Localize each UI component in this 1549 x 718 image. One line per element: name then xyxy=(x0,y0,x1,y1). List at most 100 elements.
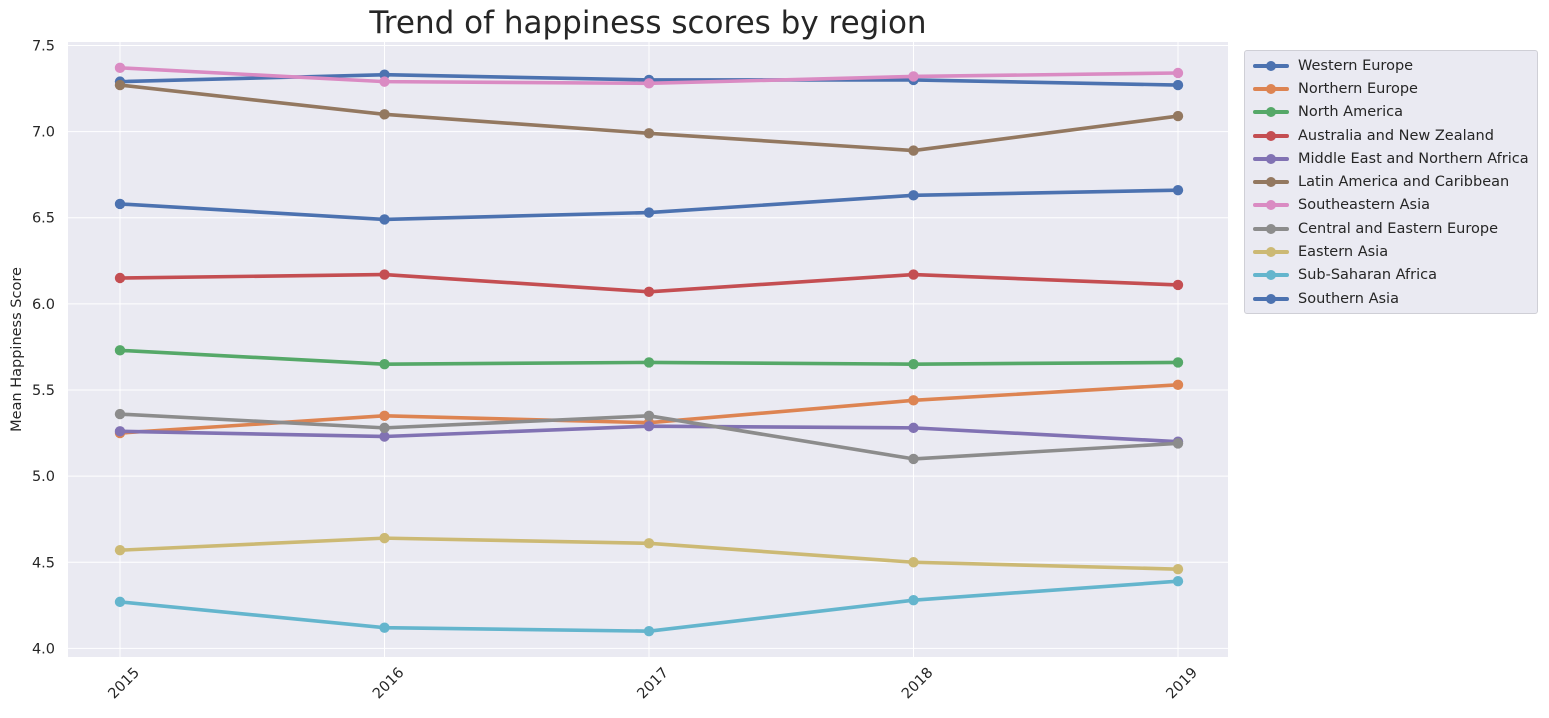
x-tick-label: 2016 xyxy=(370,665,407,702)
legend-item: Sub-Saharan Africa xyxy=(1245,264,1537,287)
legend-swatch xyxy=(1251,126,1291,146)
legend-item: Western Europe xyxy=(1245,54,1537,77)
legend-swatch xyxy=(1251,102,1291,122)
data-point xyxy=(643,78,655,89)
data-point xyxy=(1172,67,1184,79)
legend-swatch xyxy=(1251,219,1291,239)
data-point xyxy=(908,557,919,568)
legend-swatch xyxy=(1251,265,1291,285)
x-tick-label: 2018 xyxy=(899,665,936,702)
y-tick-label: 4.0 xyxy=(32,641,55,657)
y-tick-label: 5.0 xyxy=(32,469,55,485)
data-point xyxy=(908,453,919,465)
data-point xyxy=(1172,110,1184,122)
data-point xyxy=(379,76,390,87)
legend-label: Northern Europe xyxy=(1298,80,1418,97)
data-point xyxy=(379,410,390,422)
y-axis-label: Mean Happiness Score xyxy=(9,267,25,432)
legend-swatch xyxy=(1251,172,1291,192)
legend-swatch xyxy=(1251,195,1291,215)
y-tick-label: 4.5 xyxy=(32,555,55,571)
legend-item: Northern Europe xyxy=(1245,77,1537,100)
data-point xyxy=(908,422,919,434)
data-point xyxy=(114,544,126,556)
data-point xyxy=(1172,438,1184,449)
series-sub-saharan-africa xyxy=(114,576,1184,637)
legend-label: Sub-Saharan Africa xyxy=(1298,267,1437,284)
legend-item: Southern Asia xyxy=(1245,287,1537,310)
legend-swatch xyxy=(1251,242,1291,262)
data-point xyxy=(908,395,919,406)
data-point xyxy=(114,79,126,91)
series-southern-asia xyxy=(114,184,1184,225)
legend-label: Western Europe xyxy=(1298,57,1414,74)
legend-item: Central and Eastern Europe xyxy=(1245,217,1537,240)
series-australia-and-new-zealand xyxy=(114,269,1184,297)
legend-label: Latin America and Caribbean xyxy=(1298,174,1510,191)
data-point xyxy=(643,410,655,422)
series-lines xyxy=(114,62,1184,637)
y-tick-labels: 4.0 4.5 5.0 5.5 6.0 6.5 7.0 7.5 xyxy=(32,38,55,657)
x-tick-label: 2017 xyxy=(635,665,672,702)
legend-label: Southern Asia xyxy=(1298,290,1399,307)
data-point xyxy=(379,214,390,225)
legend-label: Middle East and Northern Africa xyxy=(1298,150,1529,167)
data-point xyxy=(379,431,390,442)
grid-lines xyxy=(68,42,1228,657)
data-point xyxy=(1172,563,1184,575)
legend-label: North America xyxy=(1298,104,1403,121)
data-point xyxy=(643,357,655,368)
data-point xyxy=(379,269,390,280)
data-point xyxy=(1172,279,1184,291)
data-point xyxy=(643,538,655,549)
y-tick-label: 6.0 xyxy=(32,297,55,313)
data-point xyxy=(1172,79,1184,91)
legend-swatch xyxy=(1251,149,1291,169)
x-tick-labels: 2015 2016 2017 2018 2019 xyxy=(106,665,1201,702)
legend-label: Australia and New Zealand xyxy=(1298,127,1494,144)
legend-swatch xyxy=(1251,56,1291,76)
data-point xyxy=(1172,184,1184,196)
y-tick-label: 5.5 xyxy=(32,383,55,399)
legend-item: Eastern Asia xyxy=(1245,240,1537,263)
series-central-and-eastern-europe xyxy=(114,408,1184,465)
series-latin-america-and-caribbean xyxy=(114,79,1184,156)
legend: Western Europe Northern Europe North Ameri… xyxy=(1244,50,1538,315)
data-point xyxy=(114,408,126,420)
data-point xyxy=(379,532,390,544)
plot-area xyxy=(68,42,1228,657)
x-tick-label: 2015 xyxy=(106,665,143,702)
y-tick-label: 7.5 xyxy=(32,38,55,54)
legend-item: Latin America and Caribbean xyxy=(1245,170,1537,193)
x-tick-label: 2019 xyxy=(1164,665,1201,702)
legend-item: Southeastern Asia xyxy=(1245,194,1537,217)
data-point xyxy=(908,269,919,280)
data-point xyxy=(114,345,126,356)
series-eastern-asia xyxy=(114,532,1184,575)
data-point xyxy=(908,190,919,201)
legend-swatch xyxy=(1251,289,1291,309)
data-point xyxy=(379,358,390,370)
data-point xyxy=(379,622,390,633)
data-point xyxy=(114,62,126,74)
data-point xyxy=(379,109,390,120)
data-point xyxy=(1172,379,1184,391)
legend-label: Central and Eastern Europe xyxy=(1298,220,1498,237)
legend-item: Australia and New Zealand xyxy=(1245,124,1537,147)
legend-label: Southeastern Asia xyxy=(1298,197,1431,214)
data-point xyxy=(379,422,390,434)
series-north-america xyxy=(114,345,1184,370)
legend-item: Middle East and Northern Africa xyxy=(1245,147,1537,170)
data-point xyxy=(908,145,919,156)
data-point xyxy=(643,625,655,637)
data-point xyxy=(1172,576,1184,587)
data-point xyxy=(643,128,655,139)
legend-swatch xyxy=(1251,79,1291,99)
data-point xyxy=(114,426,126,437)
data-point xyxy=(908,71,919,82)
data-point xyxy=(114,198,126,210)
data-point xyxy=(908,358,919,370)
legend-label: Eastern Asia xyxy=(1298,244,1389,261)
chart-title: Trend of happiness scores by region xyxy=(368,5,926,41)
